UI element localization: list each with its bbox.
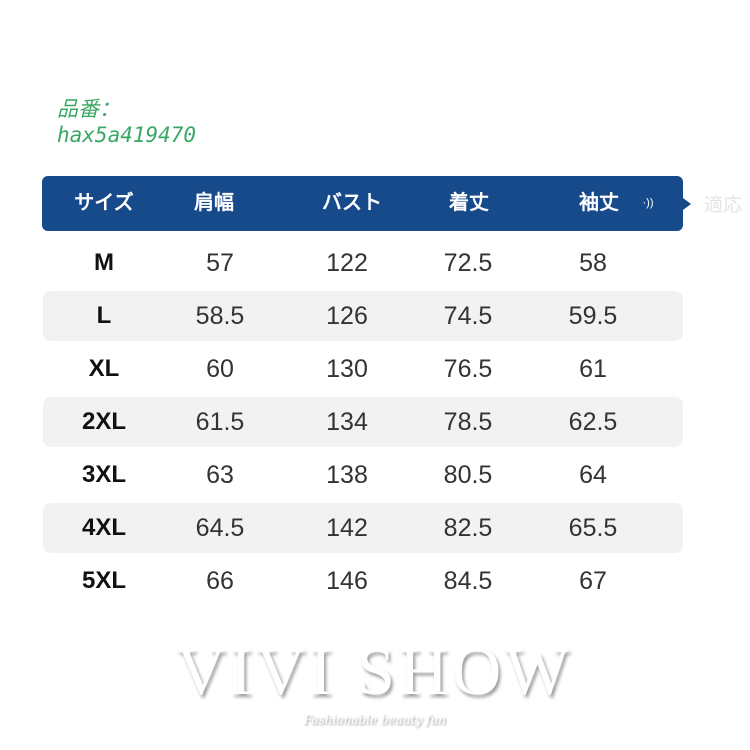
table-row: 4XL 64.5 142 82.5 65.5 (43, 503, 683, 553)
brand-logo: VIVI SHOW (176, 633, 574, 709)
cell-sleeve: 59.5 (568, 302, 618, 330)
cell-shoulder: 61.5 (195, 408, 245, 436)
table-row: M 57 122 72.5 58 (43, 238, 683, 288)
table-header: サイズ 肩幅 バスト 着丈 袖丈 ·)) (42, 176, 683, 231)
cell-bust: 122 (326, 249, 368, 277)
table-row: 5XL 66 146 84.5 67 (43, 556, 683, 606)
cell-shoulder: 60 (206, 355, 234, 383)
side-text: 適応 (704, 195, 743, 216)
cell-shoulder: 64.5 (195, 514, 245, 542)
cell-sleeve: 65.5 (568, 514, 618, 542)
cell-sleeve: 67 (579, 567, 607, 595)
cell-bust: 134 (326, 408, 368, 436)
cell-shoulder: 57 (206, 249, 234, 277)
cell-size: XL (88, 355, 120, 382)
header-shoulder: 肩幅 (194, 192, 234, 214)
product-code-label: 品番： (57, 97, 120, 121)
cell-size: 4XL (81, 514, 127, 541)
table-row: XL 60 130 76.5 61 (43, 344, 683, 394)
header-pointer (683, 198, 691, 210)
cell-sleeve: 61 (579, 355, 607, 383)
brand-tagline: Fashionable beauty fun (304, 713, 446, 727)
cell-shoulder: 63 (206, 461, 234, 489)
header-size: サイズ (74, 192, 134, 214)
cell-bust: 142 (326, 514, 368, 542)
product-code-value: hax5a419470 (57, 123, 197, 147)
product-code: 品番： hax5a419470 (57, 96, 196, 148)
header-sleeve: 袖丈 (579, 192, 619, 214)
cell-size: L (96, 302, 112, 329)
cell-size: 3XL (81, 461, 127, 488)
cell-size: 5XL (81, 567, 127, 594)
cell-sleeve: 58 (579, 249, 607, 277)
cell-bust: 130 (326, 355, 368, 383)
cell-length: 74.5 (443, 302, 493, 330)
cell-bust: 138 (326, 461, 368, 489)
cell-length: 76.5 (443, 355, 493, 383)
cell-shoulder: 58.5 (195, 302, 245, 330)
cell-shoulder: 66 (206, 567, 234, 595)
cell-length: 72.5 (443, 249, 493, 277)
cell-length: 80.5 (443, 461, 493, 489)
header-length: 着丈 (449, 192, 489, 214)
sound-wave-icon: ·)) (642, 197, 654, 209)
cell-bust: 126 (326, 302, 368, 330)
header-bust: バスト (322, 192, 382, 214)
cell-length: 78.5 (443, 408, 493, 436)
table-row: 3XL 63 138 80.5 64 (43, 450, 683, 500)
cell-sleeve: 62.5 (568, 408, 618, 436)
table-row: 2XL 61.5 134 78.5 62.5 (43, 397, 683, 447)
cell-length: 82.5 (443, 514, 493, 542)
cell-bust: 146 (326, 567, 368, 595)
cell-size: M (94, 249, 114, 276)
cell-length: 84.5 (443, 567, 493, 595)
table-row: L 58.5 126 74.5 59.5 (43, 291, 683, 341)
cell-sleeve: 64 (579, 461, 607, 489)
cell-size: 2XL (81, 408, 127, 435)
